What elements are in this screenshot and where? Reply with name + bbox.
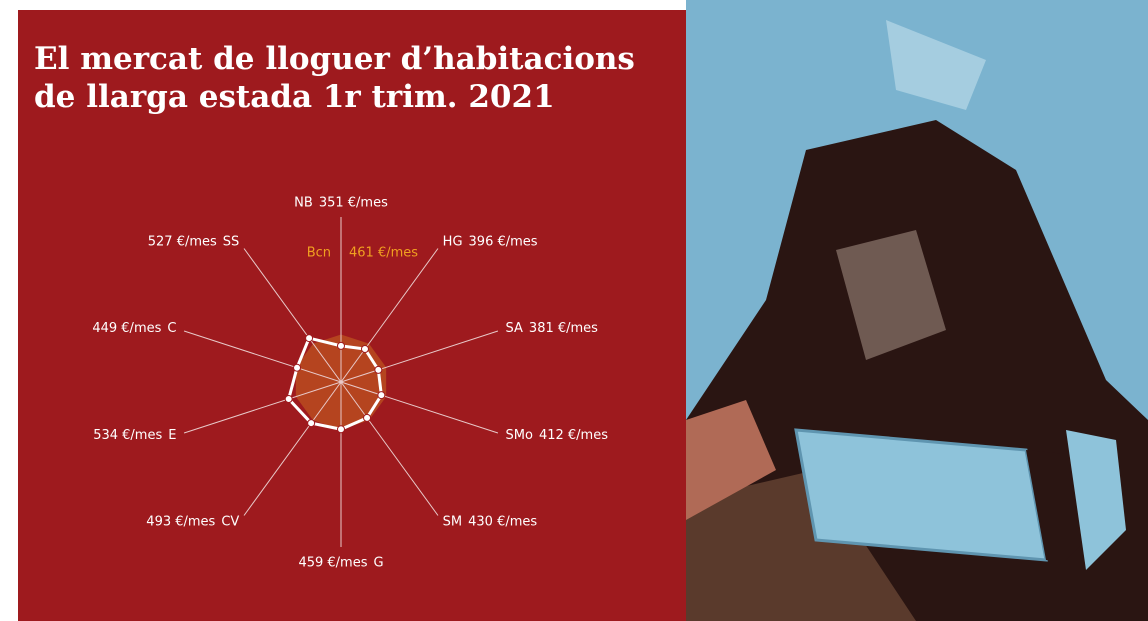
value-label: 396 €/mes: [469, 235, 538, 250]
category-label: SS: [223, 235, 240, 250]
value-label: 449 €/mes: [92, 321, 161, 336]
axis-line: [243, 381, 342, 516]
axis-line: [183, 330, 342, 383]
data-point: [337, 425, 345, 434]
data-point: [284, 394, 293, 403]
value-label: 493 €/mes: [146, 514, 215, 529]
category-label: CV: [221, 514, 239, 529]
category-label: SM: [443, 514, 462, 529]
value-label: 381 €/mes: [529, 321, 598, 336]
category-label: C: [167, 321, 176, 336]
data-point: [293, 363, 302, 372]
reference-name: Bcn: [307, 246, 331, 261]
axis-line: [243, 248, 342, 383]
data-point: [307, 419, 316, 428]
axis-line: [340, 381, 439, 516]
data-point: [363, 413, 372, 422]
value-label: 534 €/mes: [93, 428, 162, 443]
category-label: NB: [294, 196, 313, 211]
category-label: HG: [443, 235, 463, 250]
chart: NB 351 €/mes HG 396 €/mes SA 381 €/mes SMo 412 …: [92, 196, 608, 571]
data-point: [305, 334, 314, 343]
data-point: [337, 341, 345, 350]
panel: El mercat de lloguer d’habitacions de ll…: [18, 10, 686, 621]
value-label: 527 €/mes: [148, 235, 217, 250]
category-label: SA: [506, 321, 523, 336]
axis-line: [340, 248, 439, 383]
value-label: 412 €/mes: [539, 428, 608, 443]
data-point: [360, 345, 369, 354]
axis-line: [340, 330, 499, 383]
category-label: SMo: [506, 428, 533, 443]
category-label: E: [168, 428, 176, 443]
value-label: 459 €/mes: [298, 556, 367, 571]
category-label: G: [373, 556, 383, 571]
axis-line: [340, 381, 499, 434]
axis-line: [183, 381, 342, 434]
chart-title: El mercat de lloguer d’habitacions de ll…: [34, 41, 635, 115]
value-label: 430 €/mes: [468, 514, 537, 529]
value-label: 351 €/mes: [319, 196, 388, 211]
photo: [686, 0, 1148, 621]
reference-value: 461 €/mes: [349, 246, 418, 261]
data-point: [374, 365, 383, 374]
data-point: [377, 391, 386, 400]
